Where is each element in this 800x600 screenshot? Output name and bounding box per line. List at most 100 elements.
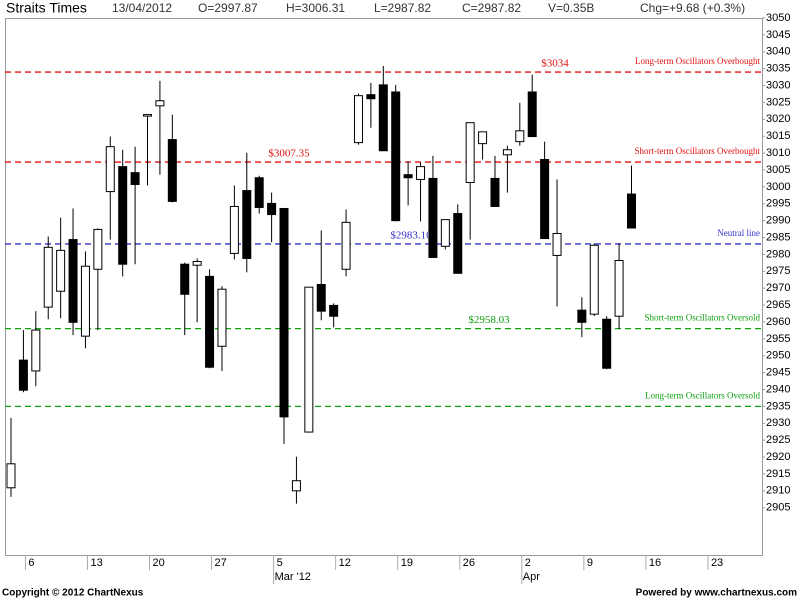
- candle-body: [43, 246, 53, 308]
- y-tick-label: 3010: [766, 147, 790, 159]
- candle-body: [614, 259, 624, 317]
- candle-body: [341, 221, 351, 270]
- candle-body: [453, 213, 463, 274]
- candle-body: [93, 228, 103, 270]
- candle-body: [254, 177, 264, 208]
- level-label: Long-term Oscillators Overbought: [635, 56, 760, 66]
- candle-body: [478, 131, 488, 145]
- chart-title: Straits Times: [6, 0, 87, 16]
- candle-body: [465, 122, 475, 183]
- x-tick-label: 5: [277, 557, 283, 569]
- y-tick-label: 2955: [766, 333, 790, 345]
- candle-body: [416, 166, 426, 180]
- y-tick-label: 3025: [766, 96, 790, 108]
- candle-body: [180, 263, 190, 295]
- candle-body: [391, 91, 401, 222]
- candle-body: [279, 207, 289, 418]
- powered-by: Powered by www.chartnexus.com: [636, 588, 797, 599]
- y-tick-label: 3005: [766, 164, 790, 176]
- y-tick-label: 2940: [766, 383, 790, 395]
- candle-body: [366, 94, 376, 100]
- candle-body: [167, 139, 177, 202]
- header-field: 13/04/2012: [112, 1, 172, 15]
- y-tick-label: 2995: [766, 198, 790, 210]
- candle-body: [31, 329, 41, 372]
- x-tick-label: 9: [587, 557, 593, 569]
- copyright: Copyright © 2012 ChartNexus: [2, 588, 144, 599]
- candle-body: [329, 304, 339, 317]
- candle-body: [143, 114, 153, 117]
- level-label: Short-term Oscillators Overbought: [635, 146, 761, 156]
- y-tick-label: 2950: [766, 350, 790, 362]
- candle-body: [403, 174, 413, 179]
- y-tick-label: 2980: [766, 248, 790, 260]
- x-tick-label: 23: [711, 557, 723, 569]
- candle-body: [80, 265, 90, 337]
- y-tick-label: 2925: [766, 434, 790, 446]
- candle-body: [68, 239, 78, 323]
- header-field: O=2997.87: [198, 1, 258, 15]
- header-field: C=2987.82: [462, 1, 521, 15]
- y-tick-label: 2935: [766, 400, 790, 412]
- header-field: V=0.35B: [548, 1, 594, 15]
- candle-body: [18, 359, 28, 391]
- x-tick-label: 16: [649, 557, 661, 569]
- candle-body: [490, 177, 500, 207]
- level-label: Neutral line: [717, 228, 760, 238]
- y-tick-label: 3040: [766, 46, 790, 58]
- candle-body: [428, 177, 438, 258]
- x-tick-label: 27: [215, 557, 227, 569]
- candle-body: [353, 95, 363, 144]
- y-tick-label: 2905: [766, 502, 790, 514]
- x-tick-label: 20: [153, 557, 165, 569]
- x-tick-label: 19: [401, 557, 413, 569]
- candle-body: [540, 159, 550, 240]
- x-tick-label: 6: [28, 557, 34, 569]
- candle-body: [304, 286, 314, 433]
- candle-body: [6, 463, 16, 489]
- month-label: Apr: [523, 571, 540, 583]
- header-field: L=2987.82: [374, 1, 431, 15]
- y-tick-label: 2920: [766, 451, 790, 463]
- level-price: $3007.35: [268, 148, 310, 160]
- candle-body: [316, 283, 326, 312]
- candle-body: [205, 275, 215, 368]
- candle-body: [217, 288, 227, 347]
- level-price: $2958.03: [468, 314, 510, 326]
- x-tick-label: 26: [463, 557, 475, 569]
- y-tick-label: 3020: [766, 113, 790, 125]
- candle-body: [118, 166, 128, 265]
- y-tick-label: 2910: [766, 485, 790, 497]
- level-price: $2983.10: [390, 229, 432, 241]
- candle-body: [130, 172, 140, 186]
- candle-body: [291, 480, 301, 492]
- candle-body: [527, 91, 537, 138]
- x-tick-label: 2: [525, 557, 531, 569]
- candle-body: [552, 232, 562, 256]
- y-tick-label: 2970: [766, 282, 790, 294]
- y-tick-label: 2915: [766, 468, 790, 480]
- candle-body: [602, 318, 612, 369]
- y-tick-label: 3050: [766, 12, 790, 24]
- candle-body: [378, 84, 388, 152]
- level-label: Short-term Oscillators Oversold: [645, 313, 761, 323]
- y-tick-label: 2930: [766, 417, 790, 429]
- candle-body: [192, 261, 202, 266]
- y-tick-label: 3045: [766, 29, 790, 41]
- y-tick-label: 2985: [766, 231, 790, 243]
- candle-body: [515, 130, 525, 143]
- candle-body: [577, 309, 587, 323]
- candle-body: [229, 205, 239, 254]
- y-tick-label: 2960: [766, 316, 790, 328]
- candle-body: [626, 193, 636, 229]
- candle-body: [155, 100, 165, 107]
- y-tick-label: 2945: [766, 367, 790, 379]
- x-tick-label: 13: [90, 557, 102, 569]
- y-tick-label: 3015: [766, 130, 790, 142]
- y-tick-label: 2990: [766, 215, 790, 227]
- level-label: Long-term Oscillators Oversold: [645, 390, 760, 400]
- month-label: Mar '12: [275, 571, 311, 583]
- header-field: H=3006.31: [286, 1, 345, 15]
- candle-body: [105, 146, 115, 193]
- candle-body: [589, 244, 599, 315]
